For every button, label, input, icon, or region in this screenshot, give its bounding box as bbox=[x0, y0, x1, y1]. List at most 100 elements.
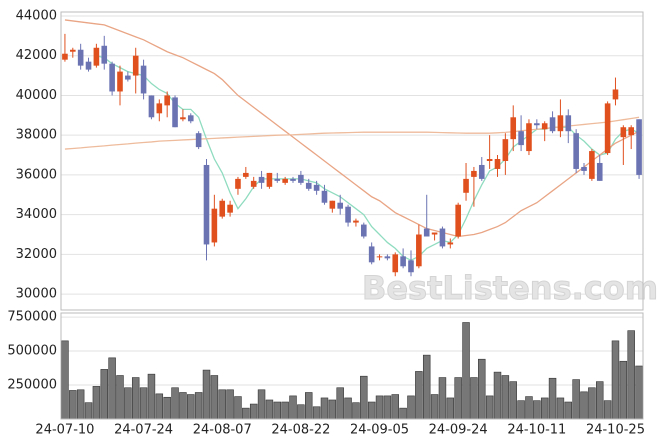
candle-body bbox=[227, 204, 233, 213]
candle-body bbox=[526, 123, 532, 152]
candle-body bbox=[518, 131, 524, 146]
x-tick-label: 24-09-24 bbox=[429, 423, 488, 438]
candle-body bbox=[581, 166, 587, 171]
volume-bar bbox=[619, 360, 628, 420]
candle-body bbox=[471, 170, 477, 177]
candle-body bbox=[447, 242, 454, 245]
volume-bar bbox=[344, 397, 352, 420]
candle-body bbox=[321, 190, 328, 203]
volume-bar bbox=[517, 400, 525, 420]
candle-body bbox=[132, 55, 139, 76]
candle-body bbox=[478, 164, 485, 179]
candle-body bbox=[250, 180, 257, 187]
y-tick-label: 36000 bbox=[16, 167, 57, 182]
candle-body bbox=[62, 53, 68, 60]
volume-bar bbox=[525, 396, 533, 420]
volume-bar bbox=[147, 373, 156, 420]
watermark: BestListens.com bbox=[362, 269, 658, 307]
volume-bar bbox=[470, 377, 478, 420]
volume-bar bbox=[336, 387, 344, 420]
candle-body bbox=[353, 220, 359, 223]
candle-body bbox=[463, 178, 469, 193]
volume-bar bbox=[312, 406, 321, 420]
volume-bar bbox=[556, 397, 565, 420]
candle-body bbox=[203, 164, 210, 245]
candle-body bbox=[400, 256, 406, 267]
volume-bar bbox=[226, 389, 234, 420]
volume-bar bbox=[218, 389, 226, 420]
volume-bar bbox=[603, 400, 612, 420]
candle-body bbox=[510, 117, 517, 140]
x-tick-label: 24-10-11 bbox=[507, 423, 566, 438]
volume-bar bbox=[100, 369, 108, 420]
candle-body bbox=[148, 95, 155, 118]
candle-body bbox=[85, 61, 92, 70]
volume-bar bbox=[478, 358, 486, 420]
candle-body bbox=[180, 117, 186, 120]
candle-body bbox=[392, 254, 399, 273]
volume-bar bbox=[627, 330, 635, 420]
candle-body bbox=[140, 65, 147, 94]
candle-body bbox=[156, 103, 163, 114]
volume-bar bbox=[257, 389, 266, 420]
y-tick-label: 500000 bbox=[7, 344, 57, 359]
candle-body bbox=[534, 123, 540, 126]
volume-bar bbox=[289, 395, 297, 420]
volume-bar bbox=[61, 340, 69, 420]
volume-bar bbox=[179, 392, 187, 420]
candle-body bbox=[541, 123, 548, 130]
volume-bar bbox=[108, 357, 116, 420]
volume-bar bbox=[438, 377, 447, 420]
volume-bar bbox=[407, 395, 415, 420]
volume-bar bbox=[540, 397, 549, 420]
volume-bar bbox=[139, 387, 148, 420]
candle-body bbox=[172, 97, 178, 128]
volume-bar bbox=[352, 402, 360, 420]
volume-bar bbox=[367, 401, 376, 420]
y-tick-label: 40000 bbox=[16, 88, 57, 103]
candle-body bbox=[416, 234, 422, 267]
volume-bar bbox=[580, 391, 588, 420]
volume-bar bbox=[320, 397, 329, 420]
volume-bar bbox=[430, 394, 439, 420]
volume-bar bbox=[462, 322, 470, 420]
volume-bar bbox=[360, 375, 368, 420]
y-tick-label: 44000 bbox=[16, 8, 57, 23]
volume-bar bbox=[375, 395, 384, 420]
volume-bar bbox=[155, 393, 164, 420]
volume-bar bbox=[611, 340, 620, 420]
x-tick-label: 24-07-10 bbox=[35, 423, 94, 438]
volume-bar bbox=[265, 399, 274, 420]
candle-body bbox=[187, 115, 194, 122]
y-tick-label: 32000 bbox=[16, 247, 57, 262]
x-tick-label: 24-09-05 bbox=[350, 423, 409, 438]
candle-body bbox=[360, 224, 367, 237]
volume-bar bbox=[588, 387, 596, 420]
volume-bar bbox=[415, 371, 423, 420]
volume-bar bbox=[509, 381, 517, 420]
panel-border bbox=[60, 312, 644, 420]
candle-body bbox=[376, 256, 383, 258]
candle-body bbox=[628, 127, 635, 136]
candle-body bbox=[423, 228, 430, 237]
candle-body bbox=[573, 133, 579, 169]
candle-body bbox=[620, 127, 627, 138]
volume-bar bbox=[501, 375, 510, 420]
volume-bar bbox=[281, 401, 289, 420]
candle-body bbox=[345, 206, 351, 223]
candle-body bbox=[565, 115, 572, 132]
candle-body bbox=[439, 228, 446, 247]
candle-body bbox=[298, 174, 304, 183]
volume-bar bbox=[422, 354, 431, 420]
candle-body bbox=[604, 103, 611, 154]
volume-bar bbox=[202, 369, 211, 420]
volume-bar bbox=[548, 377, 557, 420]
x-tick-label: 24-08-22 bbox=[271, 423, 330, 438]
y-tick-label: 34000 bbox=[16, 207, 57, 222]
volume-bar bbox=[391, 394, 399, 420]
y-tick-label: 42000 bbox=[16, 48, 57, 63]
candle-body bbox=[636, 119, 642, 175]
candle-body bbox=[368, 246, 375, 263]
volume-bar bbox=[84, 402, 93, 420]
volume-bar bbox=[242, 407, 250, 420]
